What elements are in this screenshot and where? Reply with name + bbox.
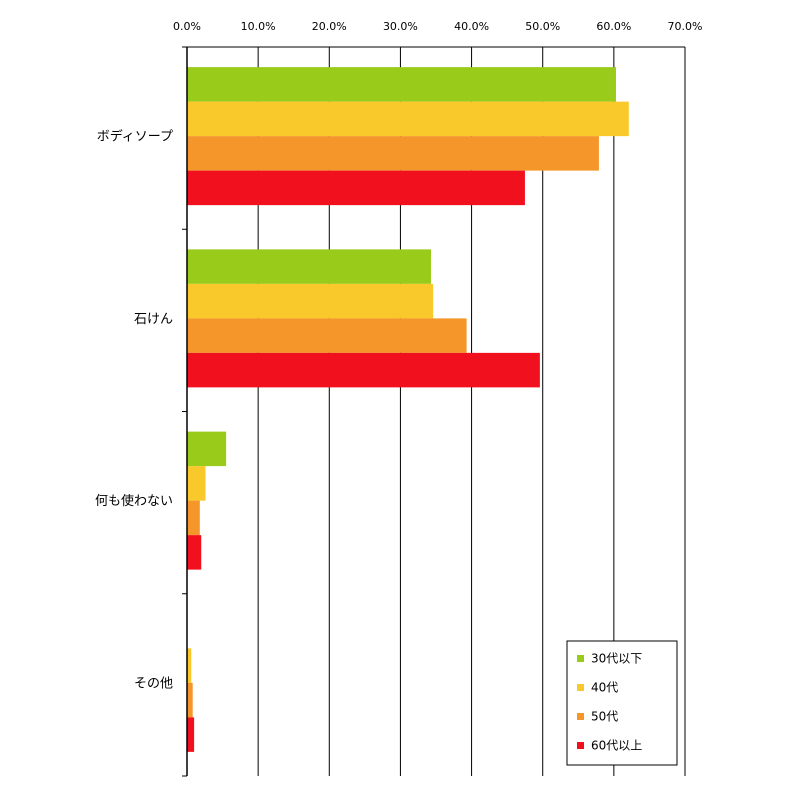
legend-box [566, 640, 678, 766]
y-axis [182, 46, 188, 777]
legend-label: 40代 [591, 681, 618, 695]
category-label: ボディソープ [97, 129, 173, 145]
x-tick-label: 40.0% [454, 20, 489, 33]
bar [187, 283, 434, 319]
legend-swatch [577, 713, 584, 720]
legend-label: 30代以下 [591, 652, 642, 666]
bar [187, 67, 616, 102]
x-tick-label: 30.0% [383, 20, 418, 33]
x-axis-ticks: 0.0% 10.0% 20.0% 30.0% 40.0% 50.0% 60.0% 70.0% [173, 20, 702, 33]
legend-swatch [577, 655, 584, 662]
x-tick-label: 0.0% [173, 20, 201, 33]
x-tick-label: 20.0% [312, 20, 347, 33]
legend-label: 60代以上 [591, 739, 642, 753]
category-label: 石けん [134, 312, 173, 327]
bars [187, 67, 629, 752]
x-tick-label: 60.0% [596, 20, 631, 33]
bar [187, 535, 202, 570]
x-tick-label: 70.0% [668, 20, 703, 33]
bar [187, 431, 227, 467]
bar [187, 500, 200, 536]
bar [187, 136, 599, 171]
legend-swatch [577, 742, 584, 749]
bar [187, 352, 540, 388]
legend: 30代以下 40代 50代 60代以上 [566, 640, 678, 766]
legend-label: 50代 [591, 710, 618, 724]
bar [187, 466, 206, 501]
bar [187, 249, 432, 284]
category-label: 何も使わない [95, 493, 173, 509]
legend-swatch [577, 684, 584, 691]
bar [187, 682, 193, 718]
category-label: その他 [134, 676, 173, 691]
bar [187, 648, 192, 683]
bar [187, 101, 629, 137]
bar [187, 717, 195, 752]
x-tick-label: 10.0% [241, 20, 276, 33]
bar [187, 318, 467, 353]
bar [187, 170, 525, 206]
x-tick-label: 50.0% [525, 20, 560, 33]
